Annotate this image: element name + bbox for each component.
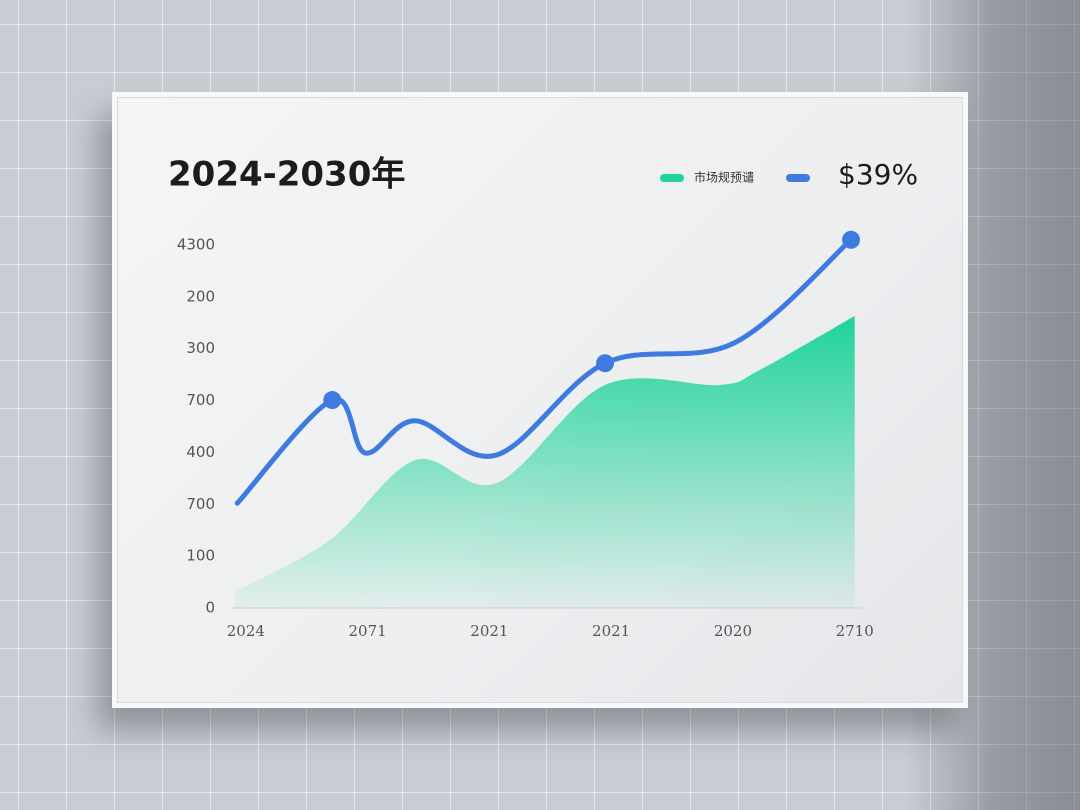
x-tick-label: 2071	[349, 622, 387, 640]
legend-swatch	[786, 174, 810, 182]
x-tick-label: 2021	[592, 622, 630, 640]
point	[842, 230, 861, 249]
y-tick-label: 100	[186, 547, 215, 565]
y-tick-label: 400	[186, 443, 215, 461]
chart-title: 2024-2030年	[168, 155, 405, 195]
legend-swatch	[660, 174, 684, 182]
annotation: $39%	[838, 158, 918, 191]
legend-label: 市场规预谴	[694, 170, 754, 185]
x-tick-label: 2024	[227, 622, 265, 640]
x-tick-label: 2021	[470, 622, 508, 640]
point	[596, 354, 615, 373]
y-tick-label: 200	[186, 287, 215, 305]
point	[323, 391, 342, 410]
area	[234, 316, 855, 608]
x-tick-label: 2710	[836, 622, 874, 640]
y-tick-label: 700	[186, 495, 215, 513]
x-tick-label: 2020	[714, 622, 752, 640]
y-tick-label: 300	[186, 339, 215, 357]
y-tick-label: 0	[205, 599, 215, 617]
y-tick-label: 700	[186, 391, 215, 409]
y-tick-label: 4300	[177, 235, 215, 253]
